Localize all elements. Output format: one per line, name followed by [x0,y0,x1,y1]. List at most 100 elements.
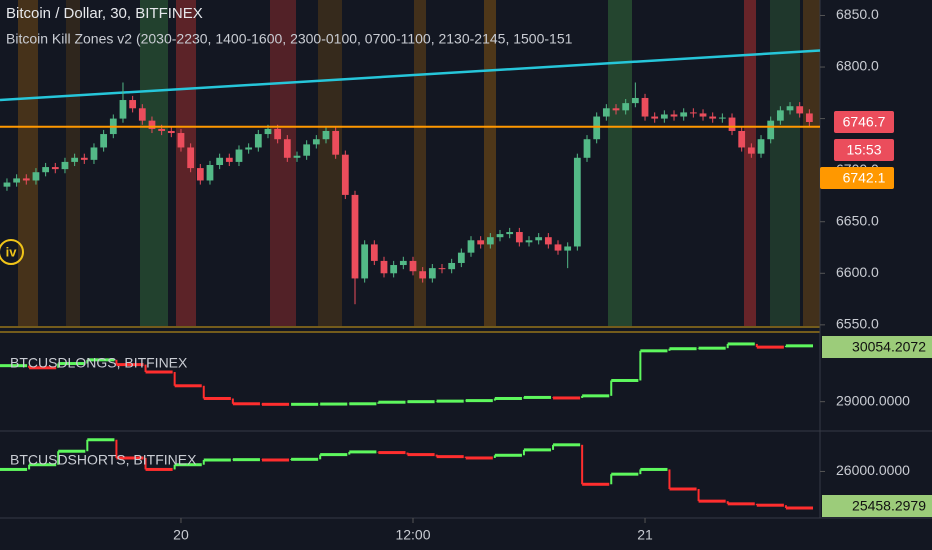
point [145,467,173,471]
indicator-title: Bitcoin Kill Zones v2 (2030-2230, 1400-1… [6,31,573,47]
y-tick-label: 29000.0000 [836,392,910,408]
candle-body [235,149,243,162]
candle-body [535,237,543,241]
candle-body [361,244,369,279]
kill-zones [18,0,820,326]
candle-body [709,116,717,119]
point [0,467,28,471]
candle-body [612,108,620,111]
candle-body [187,147,195,169]
candle-body [602,108,610,117]
point [291,402,319,406]
marks: 6550.06600.06650.06700.06750.06800.06850… [0,6,932,543]
y-tick-label: 6800.0 [836,58,879,74]
point [203,396,231,400]
countdown-box [834,138,894,161]
candle-body [351,194,359,279]
candle-body [138,108,146,121]
kill-zone [414,0,426,326]
candle-body [196,168,204,181]
hline-box [820,166,894,189]
point [523,395,552,399]
candle-body [622,103,630,111]
candle-body [660,114,668,119]
point [378,451,406,455]
point [291,457,319,461]
candle-body [90,147,98,160]
point [174,384,202,388]
x-tick-label: 20 [173,527,189,543]
point [640,467,668,471]
candle-body [776,110,784,121]
candle-body [129,100,137,109]
candle-body [341,154,349,195]
countdown: 15:53 [846,142,881,158]
last-value-box [822,336,932,358]
point [756,345,784,349]
point [407,453,435,457]
point [174,463,202,467]
candle-body [467,240,475,253]
y-tick-label: 6600.0 [836,264,879,280]
point [494,453,522,457]
point [145,370,173,374]
candle-body [216,157,224,165]
candle-body [399,260,407,266]
candle-body [747,147,755,154]
point [0,364,28,368]
point [232,458,260,462]
last-price-box [834,110,894,133]
candle-body [689,112,697,114]
point [465,456,493,460]
kill-zone [608,0,632,326]
candle-body [438,268,446,270]
candle-body [805,113,813,122]
candle-body [718,117,726,119]
candle-body [583,139,591,158]
candle-body [728,117,736,131]
candle-body [786,106,794,111]
candle-body [3,182,11,187]
candle-body [767,120,775,140]
candle-body [419,271,427,279]
point [378,400,406,404]
candle-body [573,157,581,247]
candle-body [245,147,253,150]
last-value: 25458.2979 [852,498,926,514]
candle-body [796,106,804,114]
point [785,506,813,510]
point [29,366,57,370]
candle-body [283,139,291,158]
candle-body [119,100,127,119]
candle-body [254,134,262,148]
candle-body [13,178,21,183]
candle-body [554,244,562,251]
candle-body [51,167,59,170]
candle-body [274,128,282,140]
logo [0,239,24,265]
kill-zone [803,0,820,326]
kill-zone [140,0,168,326]
candle-body [80,157,88,160]
logo-text: iv [6,244,18,259]
point [698,346,726,350]
point [261,458,290,462]
candle-body [525,240,533,243]
pane-title: BTCUSDSHORTS, BITFINEX [10,452,197,468]
candle-body [699,113,707,117]
candle-body [42,167,50,173]
candle-body [477,240,485,245]
candle-body [312,139,320,145]
last-price: 6746.7 [843,114,886,130]
point [116,456,144,460]
candle-body [496,234,504,238]
point [582,482,610,486]
point [58,449,86,453]
point [87,358,115,362]
point [436,455,464,459]
y-tick-label: 6550.0 [836,316,879,332]
point [611,378,639,382]
candle-body [409,260,417,272]
kill-zone [770,0,800,326]
